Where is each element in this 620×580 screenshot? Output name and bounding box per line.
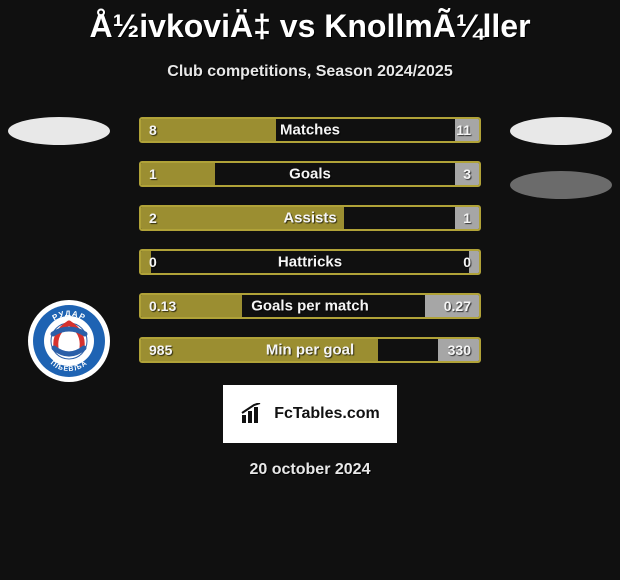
stat-label: Hattricks	[278, 254, 342, 271]
stat-bar: 985 Min per goal 330	[139, 337, 481, 363]
club-badge: РУДАР ПЉЕВЉА 1920	[28, 300, 110, 382]
bars-icon	[240, 403, 268, 425]
stat-value-left: 2	[149, 210, 157, 226]
stat-value-right: 0.27	[444, 298, 471, 314]
stat-label: Matches	[280, 122, 340, 139]
source-badge: FcTables.com	[223, 385, 397, 443]
source-text: FcTables.com	[274, 405, 380, 423]
stat-bar: 1 Goals 3	[139, 161, 481, 187]
comparison-area: РУДАР ПЉЕВЉА 1920 8Matches111Goals32Assi…	[0, 117, 620, 479]
stat-value-left: 8	[149, 122, 157, 138]
stat-label: Goals	[289, 166, 331, 183]
stat-bars: 8Matches111Goals32Assists10Hattricks00.1…	[139, 117, 481, 363]
player-oval	[510, 171, 612, 199]
stat-value-left: 0.13	[149, 298, 176, 314]
badge-year: 1920	[62, 360, 76, 366]
page-title: Å½ivkoviÄ‡ vs KnollmÃ¼ller	[0, 0, 620, 45]
stat-bar: 0 Hattricks 0	[139, 249, 481, 275]
stat-value-right: 11	[456, 122, 471, 138]
club-badge-icon: РУДАР ПЉЕВЉА 1920	[32, 304, 106, 378]
stat-bar: 0.13 Goals per match 0.27	[139, 293, 481, 319]
stat-bar: 8 Matches 11	[139, 117, 481, 143]
stat-value-right: 3	[463, 166, 471, 182]
stat-value-right: 1	[463, 210, 471, 226]
subtitle: Club competitions, Season 2024/2025	[0, 63, 620, 81]
stat-value-left: 0	[149, 254, 157, 270]
stat-bar: 2 Assists 1	[139, 205, 481, 231]
stat-value-left: 985	[149, 342, 172, 358]
stat-label: Min per goal	[266, 342, 354, 359]
stat-value-left: 1	[149, 166, 157, 182]
stat-label: Assists	[283, 210, 336, 227]
player-oval	[510, 117, 612, 145]
stat-value-right: 330	[448, 342, 471, 358]
stat-value-right: 0	[463, 254, 471, 270]
player-oval	[8, 117, 110, 145]
bar-fill-left	[141, 119, 276, 141]
date-label: 20 october 2024	[0, 461, 620, 479]
stat-label: Goals per match	[251, 298, 369, 315]
